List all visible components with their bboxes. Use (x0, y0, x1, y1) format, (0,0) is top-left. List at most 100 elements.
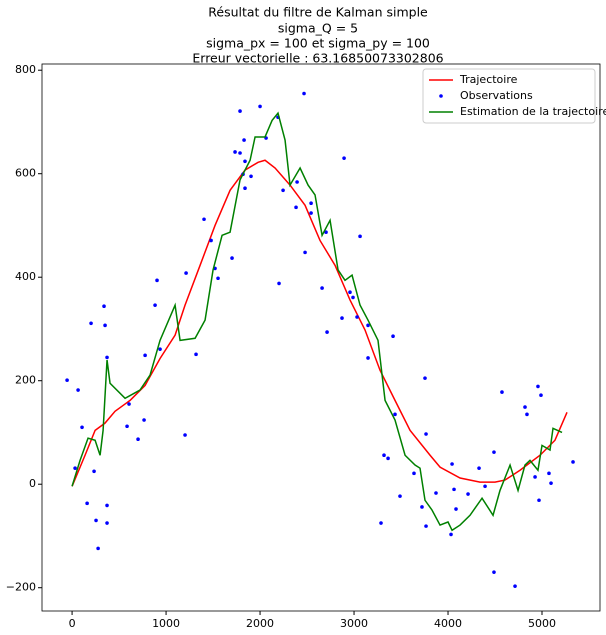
observation-point (466, 492, 470, 496)
observation-point (249, 174, 253, 179)
observation-point (233, 150, 237, 154)
observation-point (103, 323, 107, 328)
observation-point (96, 546, 100, 551)
observation-point (398, 494, 402, 498)
observation-point (125, 424, 129, 429)
chart-title: sigma_px = 100 et sigma_py = 100 (206, 36, 430, 51)
observation-point (302, 91, 306, 96)
observation-point (320, 286, 324, 290)
chart-title: Résultat du filtre de Kalman simple (208, 5, 428, 20)
observation-point (500, 390, 504, 394)
observation-point (539, 393, 543, 398)
y-tick-label: 0 (29, 477, 36, 490)
observation-point (379, 521, 383, 525)
x-tick-label: 5000 (528, 617, 556, 630)
x-tick-label: 0 (69, 617, 76, 630)
observation-point (89, 321, 93, 326)
x-tick-label: 3000 (340, 617, 368, 630)
observation-point (238, 109, 242, 113)
observation-point (449, 532, 453, 537)
observation-point (303, 250, 307, 255)
observation-point (184, 271, 188, 275)
chart-title: Erreur vectorielle : 63.16850073302806 (192, 51, 443, 66)
observation-point (92, 469, 96, 474)
observation-point (85, 501, 89, 506)
y-tick-label: 600 (15, 167, 36, 180)
y-tick-label: 200 (15, 374, 36, 387)
legend-label: Observations (460, 89, 533, 102)
observation-point (243, 186, 247, 191)
observation-point (366, 323, 370, 328)
observation-point (281, 188, 285, 193)
observation-point (94, 518, 98, 523)
observation-point (351, 295, 355, 300)
observation-point (136, 437, 140, 441)
legend-label: Estimation de la trajectoire (460, 105, 606, 118)
observation-point (277, 281, 281, 286)
observation-point (242, 138, 246, 142)
observation-point (450, 462, 454, 466)
y-tick-label: −200 (6, 581, 36, 594)
observation-point (153, 303, 157, 307)
observation-point (393, 412, 397, 417)
observation-point (513, 584, 517, 588)
observation-point (230, 256, 234, 260)
observation-point (420, 505, 424, 509)
observation-point (295, 180, 299, 184)
x-tick-label: 1000 (152, 617, 180, 630)
observation-point (523, 405, 527, 409)
observation-point (525, 412, 529, 417)
chart-title: sigma_Q = 5 (278, 21, 358, 36)
observation-point (216, 276, 220, 281)
observation-point (209, 238, 213, 243)
observation-point (105, 503, 109, 508)
observation-point (355, 315, 359, 319)
legend-label: Trajectoire (459, 73, 518, 86)
observation-point (571, 460, 575, 464)
observation-point (76, 388, 80, 392)
observation-point (358, 234, 362, 239)
observation-point (324, 230, 328, 234)
observation-point (423, 376, 427, 380)
observation-point (238, 151, 242, 155)
observation-point (412, 471, 416, 476)
observation-point (294, 205, 298, 210)
observation-point (105, 521, 109, 525)
series-line (71, 111, 563, 532)
observation-point (348, 290, 352, 295)
observation-point (382, 453, 386, 458)
y-tick-label: 400 (15, 270, 36, 283)
observation-point (142, 418, 146, 422)
observation-point (492, 450, 496, 454)
observation-point (73, 466, 77, 470)
observation-point (158, 347, 162, 351)
legend-box (422, 68, 596, 124)
observation-point (424, 432, 428, 436)
observation-point (194, 352, 198, 357)
observation-point (155, 278, 159, 283)
observation-point (483, 484, 487, 489)
observation-point (65, 378, 69, 382)
plot-frame (41, 63, 601, 612)
observation-point (243, 159, 247, 164)
observation-point (202, 217, 206, 222)
observation-point (477, 466, 481, 470)
observation-point (533, 475, 537, 479)
observation-point (342, 156, 346, 160)
observation-point (183, 433, 187, 437)
observation-point (80, 425, 84, 430)
observation-point (536, 384, 540, 389)
observation-point (309, 211, 313, 215)
x-tick-label: 4000 (434, 617, 462, 630)
observation-point (492, 570, 496, 574)
observation-point (309, 201, 313, 206)
observation-point (340, 316, 344, 320)
observation-point (547, 471, 551, 476)
legend-marker (439, 94, 443, 98)
x-tick-label: 2000 (246, 617, 274, 630)
observation-point (386, 456, 390, 461)
observation-point (391, 334, 395, 339)
observation-point (127, 402, 131, 406)
observation-point (434, 491, 438, 495)
